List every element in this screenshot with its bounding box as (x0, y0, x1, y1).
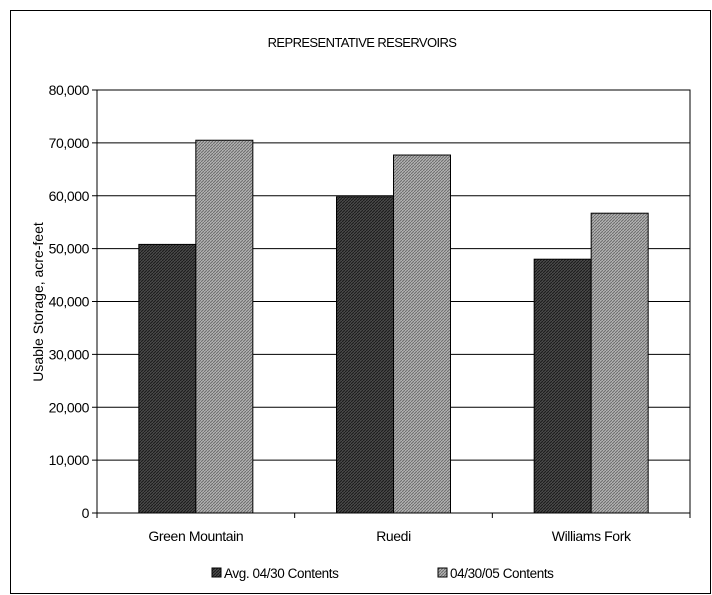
y-tick-label: 10,000 (49, 452, 90, 468)
y-tick-label: 20,000 (49, 399, 90, 415)
chart-title: REPRESENTATIVE RESERVOIRS (268, 35, 458, 50)
y-tick-label: 80,000 (49, 82, 90, 98)
axes (92, 89, 691, 518)
bar (138, 243, 197, 514)
bar (336, 196, 394, 514)
bars (138, 139, 649, 514)
legend-label: 04/30/05 Contents (450, 566, 554, 581)
legend-swatch (437, 567, 448, 578)
bar (393, 154, 451, 514)
x-tick-label: Green Mountain (148, 528, 243, 544)
legend-swatch (211, 567, 222, 578)
y-tick-label: 50,000 (49, 241, 90, 257)
x-tick-labels: Green Mountain Ruedi Williams Fork (148, 528, 632, 544)
plot-area-border (96, 89, 691, 514)
bar (590, 212, 649, 514)
y-tick-label: 0 (82, 505, 90, 521)
legend: Avg. 04/30 Contents 04/30/05 Contents (211, 566, 555, 581)
bar (533, 258, 592, 514)
x-tick-label: Ruedi (376, 528, 411, 544)
y-axis-label: Usable Storage, acre-feet (30, 222, 46, 382)
x-tick-label: Williams Fork (552, 528, 632, 544)
y-tick-label: 70,000 (49, 135, 90, 151)
y-tick-label: 60,000 (49, 188, 90, 204)
y-tick-labels: 0 10,000 20,000 30,000 40,000 50,000 60,000 70,… (49, 82, 90, 521)
y-tick-label: 40,000 (49, 294, 90, 310)
legend-label: Avg. 04/30 Contents (224, 566, 339, 581)
bar (195, 139, 254, 514)
y-tick-label: 30,000 (49, 346, 90, 362)
